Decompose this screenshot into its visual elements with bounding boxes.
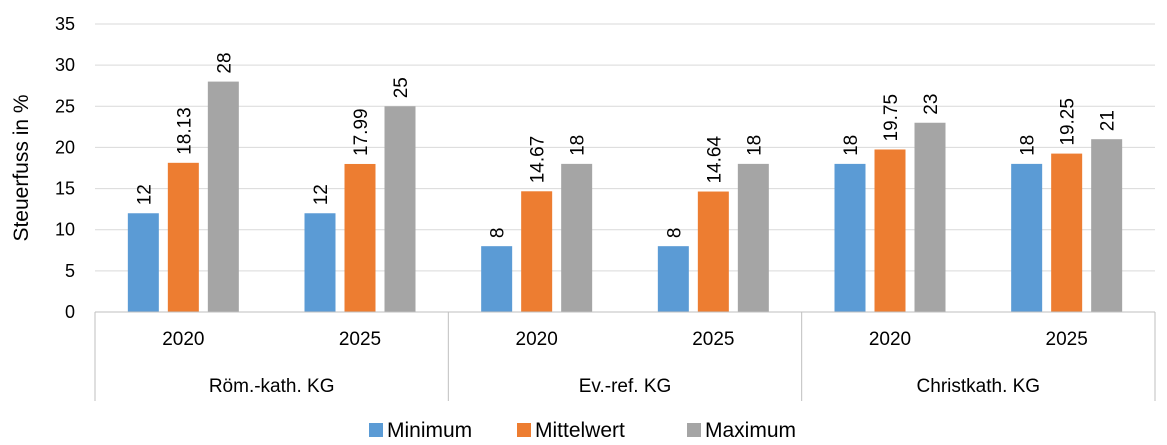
data-label: 25 (391, 77, 412, 98)
data-label: 18 (744, 135, 765, 156)
data-label: 28 (214, 52, 235, 73)
bars (127, 81, 1123, 313)
bar-maximum (207, 81, 239, 312)
data-label: 12 (134, 184, 155, 205)
y-tick-label: 35 (55, 14, 75, 34)
y-tick-label: 20 (55, 137, 75, 157)
bar-mittelwert (521, 191, 553, 312)
x-group-label: Christkath. KG (917, 376, 1041, 397)
gridlines (95, 23, 1155, 272)
y-tick-label: 10 (55, 220, 75, 240)
bar-mittelwert (874, 149, 906, 312)
data-label: 18 (841, 135, 862, 156)
y-axis-ticks: 0 5 10 15 20 25 30 35 (55, 14, 75, 322)
bar-maximum (914, 122, 946, 312)
bar-maximum (737, 163, 769, 312)
y-tick-label: 5 (65, 261, 75, 281)
bar-minimum (481, 246, 513, 312)
x-category-label: 2020 (516, 329, 558, 350)
legend-label: Mittelwert (535, 419, 625, 442)
legend-label: Minimum (387, 419, 472, 442)
data-labels: 12 12 8 8 18 18 18.13 17.99 14.67 14.64 19.75 19.25… (134, 52, 1118, 238)
data-label: 8 (664, 228, 685, 239)
x-category-label: 2020 (162, 329, 204, 350)
bar-minimum (1011, 163, 1043, 312)
bar-maximum (384, 106, 416, 313)
x-category-label: 2020 (869, 329, 911, 350)
data-label: 21 (1098, 110, 1119, 131)
bar-minimum (304, 213, 336, 312)
y-tick-label: 30 (55, 55, 75, 75)
bar-minimum (834, 163, 866, 312)
data-label: 17.99 (351, 108, 372, 156)
bar-minimum (127, 213, 159, 312)
legend-swatch-minimum (369, 423, 383, 437)
x-category-label: 2025 (692, 329, 734, 350)
y-tick-label: 0 (65, 302, 75, 322)
bar-maximum (561, 163, 593, 312)
data-label: 18.13 (174, 107, 195, 155)
data-label: 19.75 (881, 94, 902, 142)
data-label: 18 (1018, 135, 1039, 156)
x-group-label: Röm.-kath. KG (209, 376, 335, 397)
x-category-label: 2025 (339, 329, 381, 350)
bar-maximum (1091, 139, 1123, 312)
bar-mittelwert (1051, 153, 1083, 312)
y-tick-label: 25 (55, 96, 75, 116)
y-axis-title: Steuerfuss in % (10, 94, 33, 241)
bar-mittelwert (344, 163, 376, 312)
legend-swatch-maximum (687, 423, 701, 437)
data-label: 14.67 (528, 136, 549, 184)
legend-swatch-mittelwert (517, 423, 531, 437)
data-label: 14.64 (704, 136, 725, 184)
data-label: 18 (568, 135, 589, 156)
bar-mittelwert (167, 162, 199, 312)
x-group-label: Ev.-ref. KG (579, 376, 672, 397)
x-category-label: 2025 (1046, 329, 1088, 350)
bar-minimum (657, 246, 689, 312)
bar-mittelwert (697, 191, 729, 312)
legend: Minimum Mittelwert Maximum (369, 419, 796, 442)
data-label: 8 (488, 228, 509, 239)
x-axis: 2020 2025 Röm.-kath. KG 2020 2025 Ev.-ref. KG… (94, 311, 1156, 401)
data-label: 23 (921, 94, 942, 115)
data-label: 12 (311, 184, 332, 205)
data-label: 19.25 (1058, 98, 1079, 146)
y-tick-label: 15 (55, 179, 75, 199)
legend-label: Maximum (705, 419, 796, 442)
